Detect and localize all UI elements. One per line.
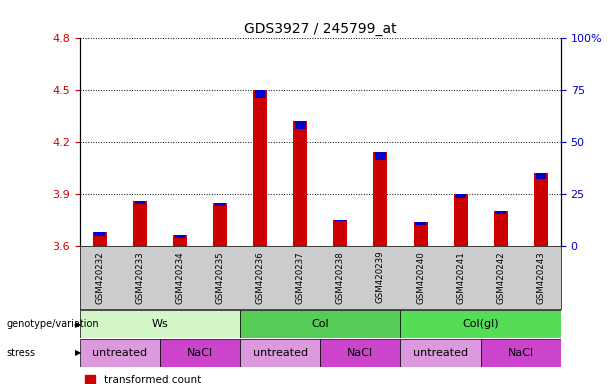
Bar [493, 211, 508, 246]
Text: genotype/variation: genotype/variation [6, 319, 99, 329]
Text: GSM420234: GSM420234 [175, 251, 185, 304]
Bar [94, 232, 105, 236]
Text: GSM420239: GSM420239 [376, 251, 385, 303]
Text: GSM420240: GSM420240 [416, 251, 425, 304]
Text: NaCl: NaCl [348, 348, 373, 358]
Text: Col(gl): Col(gl) [462, 319, 499, 329]
Text: ▶: ▶ [75, 348, 82, 358]
Bar [213, 203, 227, 246]
Text: GSM420243: GSM420243 [536, 251, 546, 304]
Bar [93, 232, 107, 246]
Legend: transformed count, percentile rank within the sample: transformed count, percentile rank withi… [85, 375, 280, 384]
Bar [455, 194, 466, 198]
Bar [293, 121, 307, 246]
Bar [400, 339, 481, 367]
Bar [536, 173, 546, 179]
Bar [253, 90, 267, 246]
Text: GSM420241: GSM420241 [456, 251, 465, 304]
Text: untreated: untreated [413, 348, 468, 358]
Text: NaCl: NaCl [508, 348, 534, 358]
Text: stress: stress [6, 348, 35, 358]
Text: GSM420238: GSM420238 [336, 251, 345, 304]
Bar [373, 152, 387, 246]
Bar [255, 90, 265, 98]
Bar [481, 339, 561, 367]
Bar [133, 201, 147, 246]
Text: GSM420237: GSM420237 [295, 251, 305, 304]
Text: GSM420242: GSM420242 [497, 251, 505, 304]
Bar [240, 310, 400, 338]
Bar [295, 121, 305, 129]
Bar [414, 222, 427, 246]
Bar [240, 339, 320, 367]
Text: Col: Col [311, 319, 329, 329]
Bar [335, 220, 346, 222]
Bar [495, 211, 506, 214]
Bar [80, 339, 160, 367]
Bar [415, 222, 426, 225]
Bar [173, 235, 187, 246]
Text: Ws: Ws [151, 319, 168, 329]
Bar [80, 310, 240, 338]
Text: GSM420236: GSM420236 [256, 251, 265, 304]
Bar [400, 310, 561, 338]
Text: ▶: ▶ [75, 319, 82, 329]
Text: NaCl: NaCl [187, 348, 213, 358]
Bar [160, 339, 240, 367]
Bar [333, 220, 348, 246]
Title: GDS3927 / 245799_at: GDS3927 / 245799_at [244, 22, 397, 36]
Bar [175, 235, 185, 238]
Text: untreated: untreated [92, 348, 147, 358]
Bar [454, 194, 468, 246]
Bar [375, 152, 386, 160]
Text: untreated: untreated [253, 348, 308, 358]
Bar [534, 173, 548, 246]
Text: GSM420235: GSM420235 [216, 251, 224, 304]
Bar [215, 203, 226, 206]
Bar [320, 339, 400, 367]
Bar [135, 201, 145, 204]
Text: GSM420233: GSM420233 [135, 251, 144, 304]
Text: GSM420232: GSM420232 [95, 251, 104, 304]
